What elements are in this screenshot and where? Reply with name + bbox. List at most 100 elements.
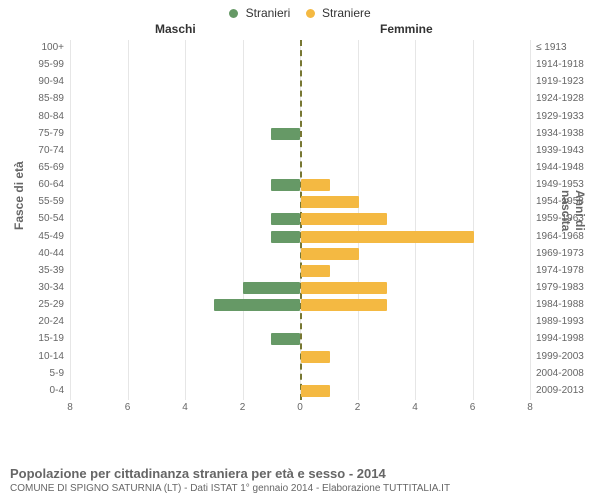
age-label: 95-99 <box>4 59 64 70</box>
age-row: 35-391974-1978 <box>70 263 530 280</box>
birth-year-label: 1939-1943 <box>536 145 600 156</box>
x-tick-label: 4 <box>412 402 418 413</box>
legend-item-female: Straniere <box>306 6 371 20</box>
birth-year-label: 1999-2003 <box>536 351 600 362</box>
age-label: 15-19 <box>4 333 64 344</box>
age-label: 65-69 <box>4 162 64 173</box>
chart-subtitle: COMUNE DI SPIGNO SATURNIA (LT) - Dati IS… <box>10 483 590 494</box>
birth-year-label: 1914-1918 <box>536 59 600 70</box>
legend: Stranieri Straniere <box>0 0 600 20</box>
footer: Popolazione per cittadinanza straniera p… <box>10 466 590 494</box>
age-label: 30-34 <box>4 282 64 293</box>
birth-year-label: 1949-1953 <box>536 179 600 190</box>
age-row: 30-341979-1983 <box>70 280 530 297</box>
age-label: 75-79 <box>4 128 64 139</box>
bar-male <box>214 299 300 311</box>
birth-year-label: 1989-1993 <box>536 316 600 327</box>
birth-year-label: 1959-1963 <box>536 213 600 224</box>
birth-year-label: 1919-1923 <box>536 76 600 87</box>
age-label: 0-4 <box>4 385 64 396</box>
age-label: 10-14 <box>4 351 64 362</box>
bar-female <box>301 248 359 260</box>
birth-year-label: ≤ 1913 <box>536 42 600 53</box>
birth-year-label: 1984-1988 <box>536 299 600 310</box>
x-tick-label: 2 <box>355 402 361 413</box>
x-axis: 864202468 <box>70 400 530 420</box>
x-tick-label: 0 <box>297 402 303 413</box>
bar-female <box>301 351 330 363</box>
bar-female <box>301 299 387 311</box>
age-row: 50-541959-1963 <box>70 211 530 228</box>
age-row: 100+≤ 1913 <box>70 40 530 57</box>
bar-male <box>271 231 300 243</box>
age-label: 85-89 <box>4 93 64 104</box>
x-tick-label: 6 <box>470 402 476 413</box>
age-row: 95-991914-1918 <box>70 57 530 74</box>
birth-year-label: 2009-2013 <box>536 385 600 396</box>
age-row: 80-841929-1933 <box>70 109 530 126</box>
bar-female <box>301 265 330 277</box>
birth-year-label: 1979-1983 <box>536 282 600 293</box>
birth-year-label: 1934-1938 <box>536 128 600 139</box>
birth-year-label: 2004-2008 <box>536 368 600 379</box>
legend-item-male: Stranieri <box>229 6 290 20</box>
age-row: 10-141999-2003 <box>70 349 530 366</box>
x-tick-label: 8 <box>67 402 73 413</box>
birth-year-label: 1974-1978 <box>536 265 600 276</box>
age-row: 20-241989-1993 <box>70 314 530 331</box>
birth-year-label: 1969-1973 <box>536 248 600 259</box>
chart-title: Popolazione per cittadinanza straniera p… <box>10 466 590 481</box>
legend-label-male: Stranieri <box>246 6 291 20</box>
age-label: 20-24 <box>4 316 64 327</box>
bar-female <box>301 231 474 243</box>
legend-label-female: Straniere <box>322 6 371 20</box>
chart-area: 100+≤ 191395-991914-191890-941919-192385… <box>70 40 530 420</box>
age-row: 55-591954-1958 <box>70 194 530 211</box>
legend-swatch-male <box>229 9 238 18</box>
plot-region: 100+≤ 191395-991914-191890-941919-192385… <box>70 40 530 400</box>
age-label: 50-54 <box>4 213 64 224</box>
birth-year-label: 1929-1933 <box>536 111 600 122</box>
bar-female <box>301 179 330 191</box>
bar-female <box>301 196 359 208</box>
age-row: 15-191994-1998 <box>70 331 530 348</box>
chart-container: Stranieri Straniere Maschi Femmine Fasce… <box>0 0 600 500</box>
x-tick-label: 6 <box>125 402 131 413</box>
age-row: 5-92004-2008 <box>70 366 530 383</box>
age-row: 70-741939-1943 <box>70 143 530 160</box>
bar-male <box>243 282 301 294</box>
age-label: 80-84 <box>4 111 64 122</box>
age-label: 40-44 <box>4 248 64 259</box>
age-row: 65-691944-1948 <box>70 160 530 177</box>
birth-year-label: 1944-1948 <box>536 162 600 173</box>
legend-swatch-female <box>306 9 315 18</box>
age-label: 90-94 <box>4 76 64 87</box>
age-row: 45-491964-1968 <box>70 229 530 246</box>
birth-year-label: 1964-1968 <box>536 231 600 242</box>
age-row: 25-291984-1988 <box>70 297 530 314</box>
age-label: 70-74 <box>4 145 64 156</box>
bar-female <box>301 213 387 225</box>
header-female: Femmine <box>380 22 433 36</box>
age-label: 60-64 <box>4 179 64 190</box>
x-tick-label: 8 <box>527 402 533 413</box>
column-headers: Maschi Femmine <box>0 20 600 40</box>
bar-male <box>271 333 300 345</box>
age-row: 40-441969-1973 <box>70 246 530 263</box>
age-label: 25-29 <box>4 299 64 310</box>
age-label: 55-59 <box>4 196 64 207</box>
age-label: 100+ <box>4 42 64 53</box>
age-label: 45-49 <box>4 231 64 242</box>
age-row: 0-42009-2013 <box>70 383 530 400</box>
bar-male <box>271 128 300 140</box>
bar-female <box>301 282 387 294</box>
age-row: 85-891924-1928 <box>70 91 530 108</box>
age-row: 75-791934-1938 <box>70 126 530 143</box>
gridline <box>530 40 531 400</box>
birth-year-label: 1954-1958 <box>536 196 600 207</box>
x-tick-label: 2 <box>240 402 246 413</box>
birth-year-label: 1924-1928 <box>536 93 600 104</box>
age-row: 90-941919-1923 <box>70 74 530 91</box>
bar-male <box>271 213 300 225</box>
bar-female <box>301 385 330 397</box>
